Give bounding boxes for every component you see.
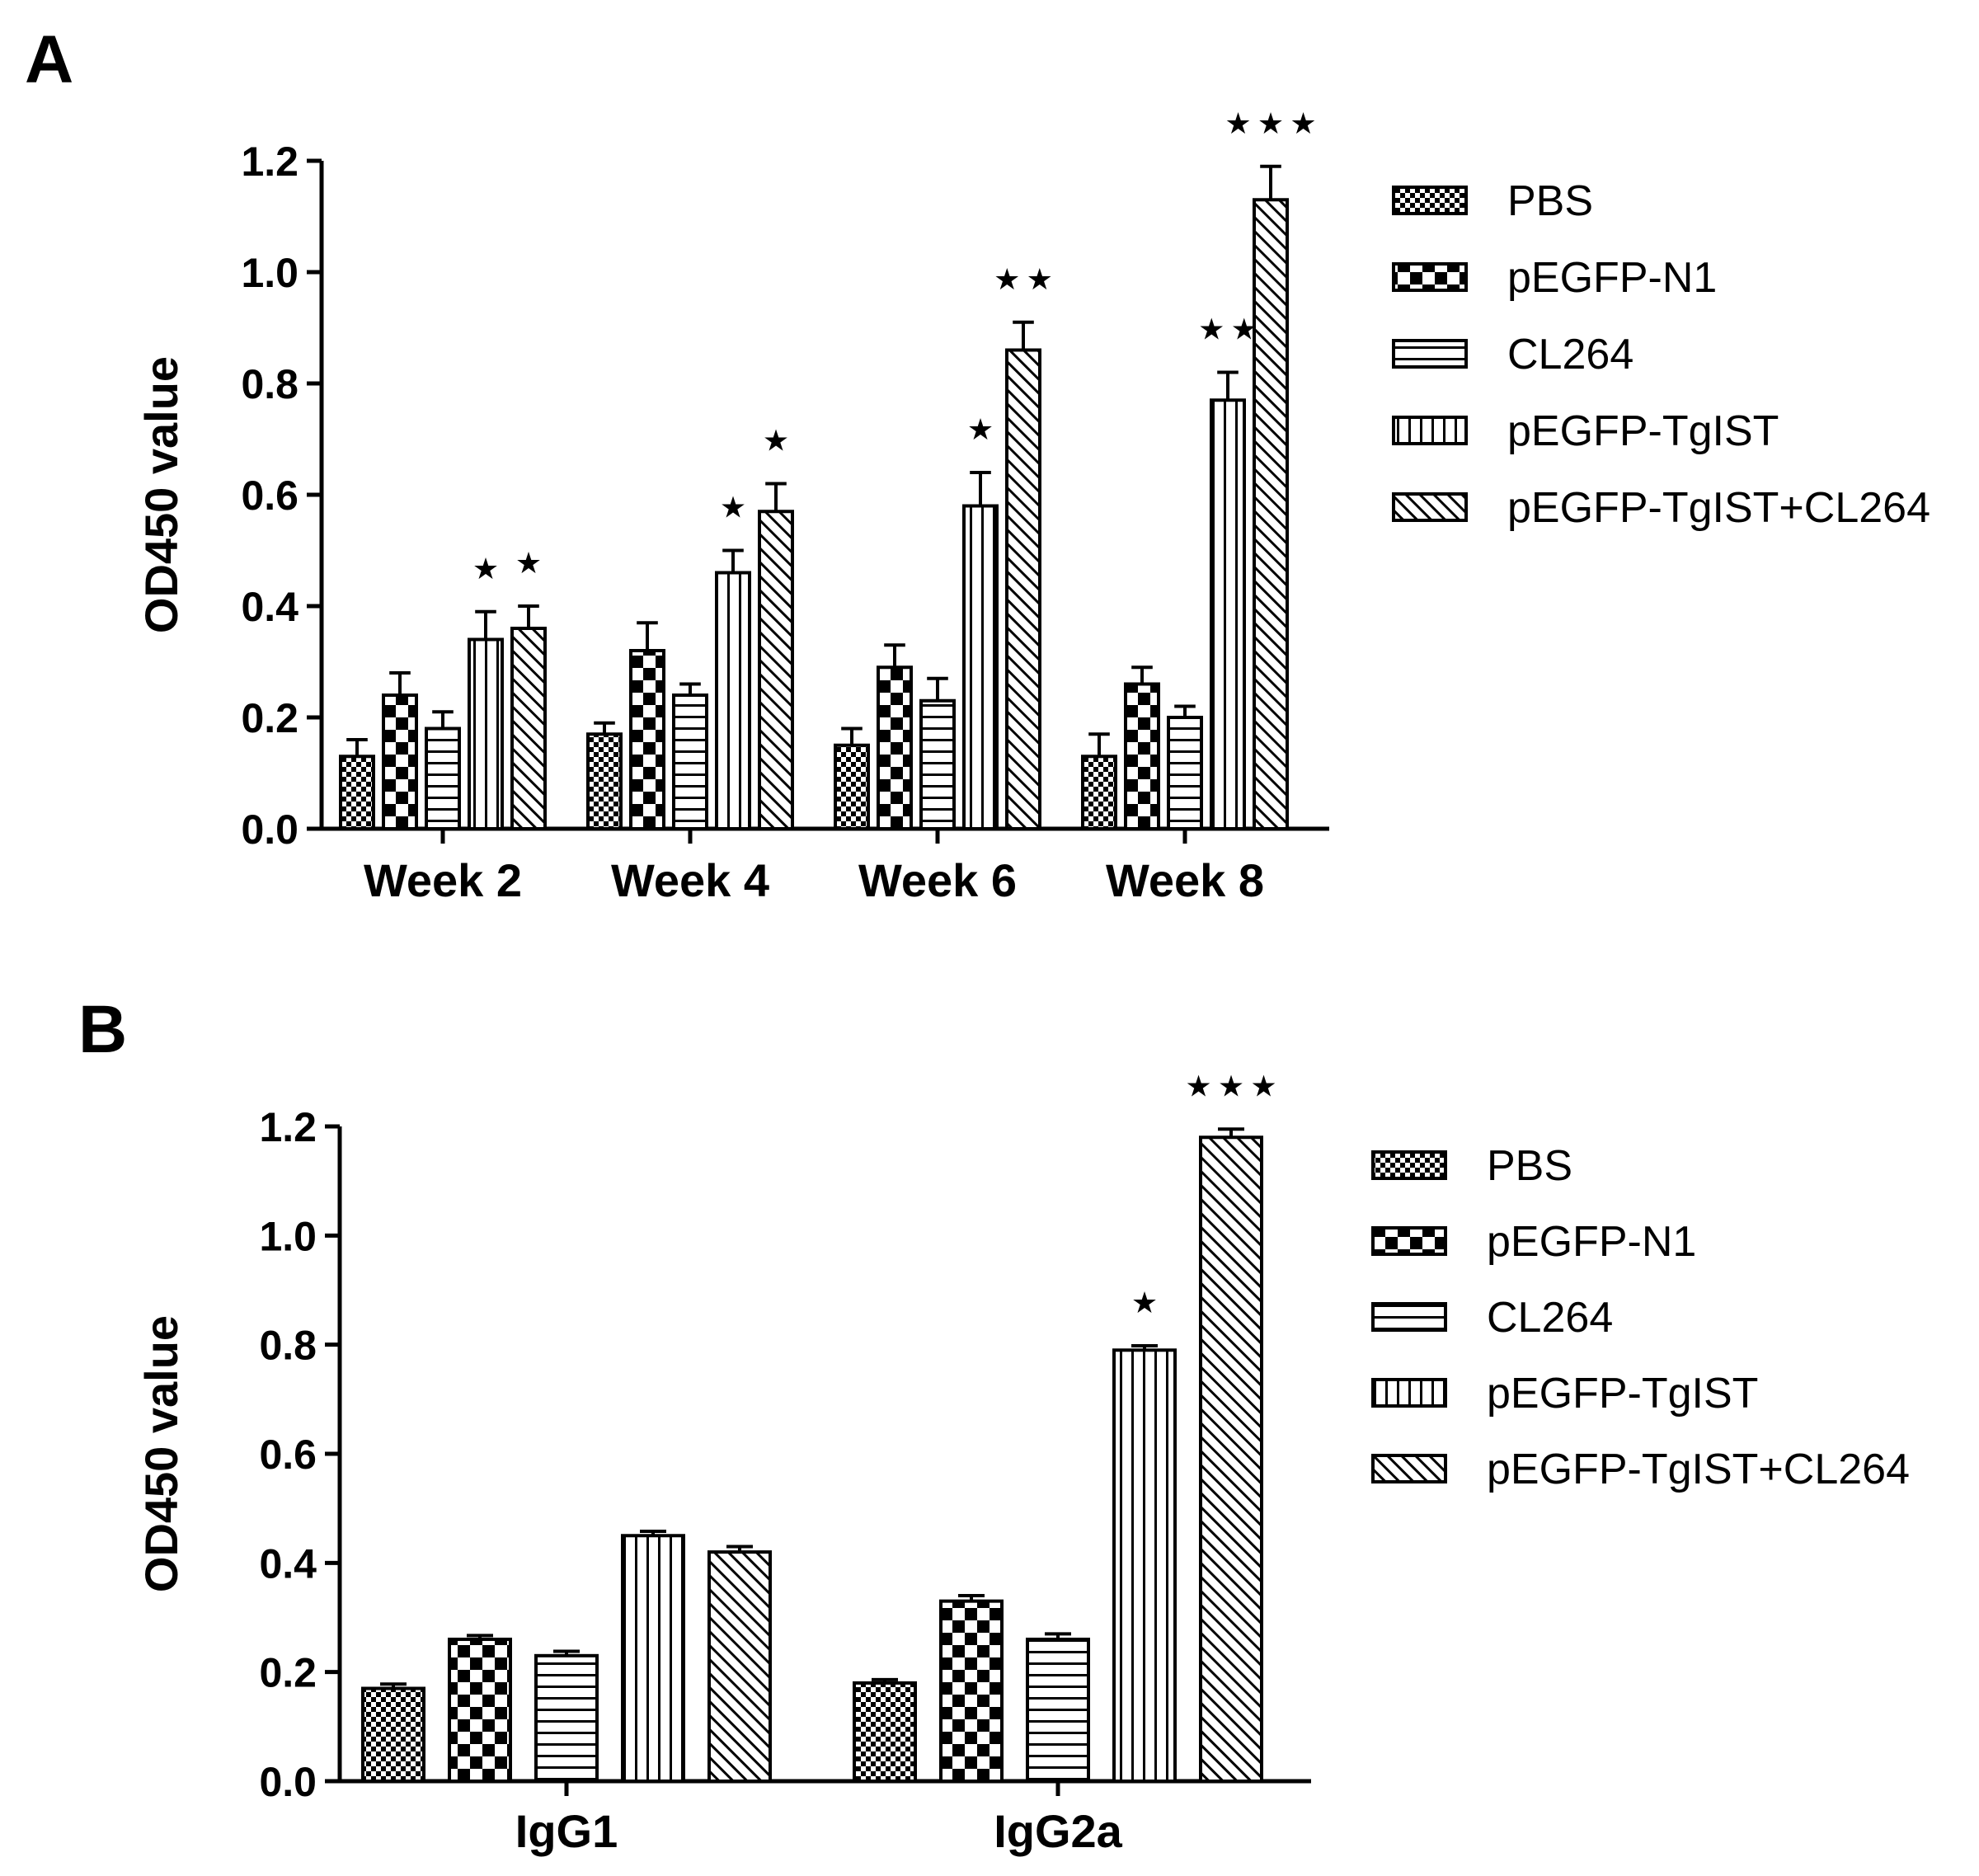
x-tick-label-week-4: Week 4 — [611, 854, 769, 906]
y-tick-label: 0.2 — [241, 695, 298, 741]
bar-pbs-week-4 — [586, 732, 623, 830]
legend-label-pegfp-tgist-cl264: pEGFP-TgIST+CL264 — [1507, 484, 1930, 532]
bar-pegfp-tgist-cl264-igg2a — [1199, 1135, 1263, 1783]
bar-cl264-week-2 — [425, 726, 461, 830]
legend-label-cl264: CL264 — [1487, 1294, 1613, 1342]
x-tick-label-igg1: IgG1 — [515, 1805, 618, 1857]
panel-label: A — [25, 22, 73, 97]
legend-swatch-pegfp-n1 — [1371, 1226, 1447, 1256]
panel-a-chart: A 0.0 0.2 0.4 0.6 0.8 1.0 1.2 OD450 value Week 2 ★… — [25, 22, 1930, 906]
legend-swatch-pegfp-tgist — [1392, 416, 1468, 445]
legend-swatch-pegfp-tgist — [1371, 1378, 1447, 1408]
bar-pegfp-tgist-week-4 — [715, 571, 751, 830]
legend-swatch-pegfp-n1 — [1392, 262, 1468, 292]
y-tick-label: 0.2 — [259, 1650, 317, 1696]
bar-pegfp-tgist-week-2 — [468, 637, 504, 830]
legend-label-pegfp-n1: pEGFP-N1 — [1487, 1218, 1696, 1266]
bar-pbs-week-2 — [339, 755, 375, 830]
legend-label-pbs: PBS — [1507, 177, 1593, 225]
significance-pegfp-tgist-week-8: ★ ★ — [1198, 313, 1257, 347]
bar-cl264-week-4 — [672, 694, 708, 830]
bar-pegfp-tgist-igg2a — [1112, 1348, 1177, 1783]
bar-pegfp-n1-week-2 — [382, 694, 418, 830]
y-tick-label: 1.0 — [259, 1213, 317, 1259]
x-tick-label-week-2: Week 2 — [364, 854, 522, 906]
y-tick-label: 0.6 — [259, 1432, 317, 1478]
y-tick-label: 0.0 — [241, 806, 298, 853]
y-tick-label: 0.4 — [241, 584, 298, 630]
significance-pegfp-tgist-cl264-week-6: ★ ★ — [994, 263, 1053, 297]
significance-pegfp-tgist-cl264-igg2a: ★ ★ ★ — [1185, 1070, 1276, 1103]
legend-label-pegfp-tgist: pEGFP-TgIST — [1507, 407, 1779, 455]
significance-pegfp-tgist-cl264-week-2: ★ — [515, 547, 542, 581]
legend-swatch-cl264 — [1392, 339, 1468, 369]
bar-pegfp-tgist-cl264-week-4 — [758, 510, 794, 830]
bar-pegfp-n1-igg1 — [448, 1637, 512, 1784]
panel-b-chart: B 0.0 0.2 0.4 0.6 0.8 1.0 1.2 OD450 value IgG1 IgG… — [78, 992, 1910, 1857]
legend-label-pegfp-tgist: pEGFP-TgIST — [1487, 1370, 1758, 1418]
y-tick-label: 0.6 — [241, 473, 298, 519]
bar-pegfp-tgist-cl264-week-6 — [1005, 348, 1041, 830]
legend-label-pegfp-tgist-cl264: pEGFP-TgIST+CL264 — [1487, 1446, 1910, 1493]
bar-cl264-week-8 — [1167, 716, 1203, 830]
y-axis-title: OD450 value — [135, 1315, 187, 1592]
legend-label-pbs: PBS — [1487, 1142, 1572, 1190]
x-tick-label-week-8: Week 8 — [1106, 854, 1264, 906]
bar-cl264-week-6 — [919, 698, 956, 830]
y-tick-label: 0.0 — [259, 1759, 317, 1805]
bar-pegfp-n1-week-8 — [1124, 682, 1160, 830]
bar-pbs-igg2a — [853, 1681, 917, 1784]
legend-label-cl264: CL264 — [1507, 331, 1633, 378]
significance-pegfp-tgist-week-6: ★ — [967, 413, 994, 447]
bar-pegfp-tgist-week-8 — [1210, 398, 1246, 830]
bar-pbs-igg1 — [361, 1686, 425, 1784]
significance-pegfp-tgist-cl264-week-4: ★ — [763, 425, 789, 458]
bar-pbs-week-6 — [834, 743, 870, 830]
bar-cl264-igg1 — [534, 1653, 599, 1783]
bar-pegfp-n1-week-4 — [629, 649, 665, 830]
significance-pegfp-tgist-igg2a: ★ — [1131, 1286, 1158, 1320]
y-tick-label: 0.4 — [259, 1540, 317, 1587]
legend-swatch-pegfp-tgist-cl264 — [1371, 1454, 1447, 1483]
bar-pbs-week-8 — [1081, 755, 1117, 830]
y-tick-label: 1.0 — [241, 250, 298, 296]
bar-pegfp-n1-igg2a — [939, 1599, 1004, 1784]
significance-pegfp-tgist-cl264-week-8: ★ ★ ★ — [1225, 107, 1316, 141]
significance-pegfp-tgist-week-4: ★ — [720, 491, 746, 525]
bar-pegfp-tgist-cl264-igg1 — [707, 1550, 772, 1783]
legend-swatch-pegfp-tgist-cl264 — [1392, 492, 1468, 522]
legend-swatch-cl264 — [1371, 1302, 1447, 1332]
bar-cl264-igg2a — [1026, 1637, 1090, 1784]
y-tick-label: 1.2 — [241, 139, 298, 185]
bar-pegfp-tgist-cl264-week-8 — [1253, 198, 1289, 830]
significance-pegfp-tgist-week-2: ★ — [472, 552, 499, 586]
x-tick-label-week-6: Week 6 — [858, 854, 1017, 906]
bar-pegfp-tgist-week-6 — [962, 504, 999, 830]
bar-pegfp-n1-week-6 — [877, 665, 913, 830]
panel-label: B — [78, 992, 127, 1067]
x-tick-label-igg2a: IgG2a — [994, 1805, 1122, 1857]
legend-label-pegfp-n1: pEGFP-N1 — [1507, 254, 1717, 302]
y-tick-label: 0.8 — [241, 361, 298, 407]
legend-swatch-pbs — [1392, 186, 1468, 215]
legend-swatch-pbs — [1371, 1150, 1447, 1180]
y-axis-title: OD450 value — [135, 356, 187, 633]
y-tick-label: 1.2 — [259, 1104, 317, 1150]
bar-pegfp-tgist-cl264-week-2 — [510, 627, 547, 830]
bar-pegfp-tgist-igg1 — [621, 1534, 685, 1783]
y-tick-label: 0.8 — [259, 1323, 317, 1369]
